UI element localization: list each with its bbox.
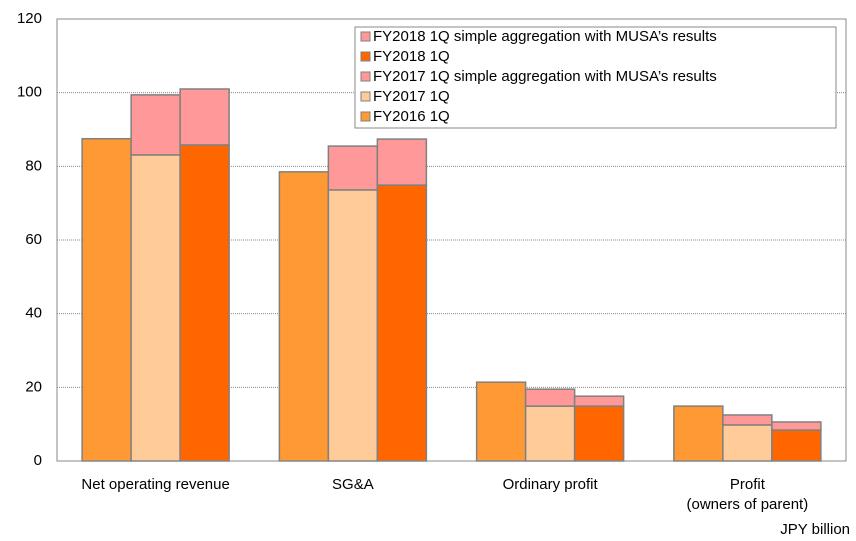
y-tick-label: 120 (17, 10, 42, 27)
bar (722, 414, 773, 426)
y-tick-label: 0 (34, 452, 42, 469)
legend-swatch (360, 71, 371, 82)
bar (771, 421, 822, 431)
x-tick-label: Net operating revenue (81, 476, 229, 493)
bar (722, 424, 773, 462)
legend-label: FY2016 1Q (373, 108, 450, 125)
bar (179, 144, 230, 462)
legend-swatch (360, 31, 371, 42)
bar (771, 429, 822, 462)
bar (524, 388, 576, 407)
bar (524, 405, 576, 462)
bar (130, 154, 181, 462)
x-tick-label: Ordinary profit (503, 476, 599, 493)
legend-swatch (360, 91, 371, 102)
bar (573, 405, 625, 462)
x-tick-label: Profit (owners of parent) (687, 476, 809, 513)
y-tick-label: 80 (25, 157, 42, 174)
y-tick-label: 60 (25, 231, 42, 248)
legend-swatch (360, 51, 371, 62)
unit-label: JPY billion (780, 521, 850, 538)
x-tick-label: SG&A (332, 476, 374, 493)
bar (573, 395, 625, 407)
bar (327, 189, 379, 462)
bar (81, 137, 132, 462)
y-tick-label: 40 (25, 305, 42, 322)
y-tick-label: 20 (25, 378, 42, 395)
bar (376, 184, 428, 462)
x-tick-label-line: (owners of parent) (687, 496, 809, 513)
bar (376, 138, 428, 186)
legend-label: FY2017 1Q simple aggregation with MUSA’s… (373, 68, 717, 85)
bar (475, 381, 527, 462)
y-tick-label: 100 (17, 84, 42, 101)
legend-label: FY2018 1Q simple aggregation with MUSA’s… (373, 28, 717, 45)
bar (327, 145, 379, 191)
legend-swatch (360, 111, 371, 122)
legend-label: FY2017 1Q (373, 88, 450, 105)
bar (179, 88, 230, 146)
bar (673, 405, 724, 462)
bar (130, 94, 181, 156)
bar (278, 171, 330, 462)
legend-label: FY2018 1Q (373, 48, 450, 65)
x-tick-label-line: Profit (730, 476, 766, 493)
legend-box (354, 26, 837, 129)
